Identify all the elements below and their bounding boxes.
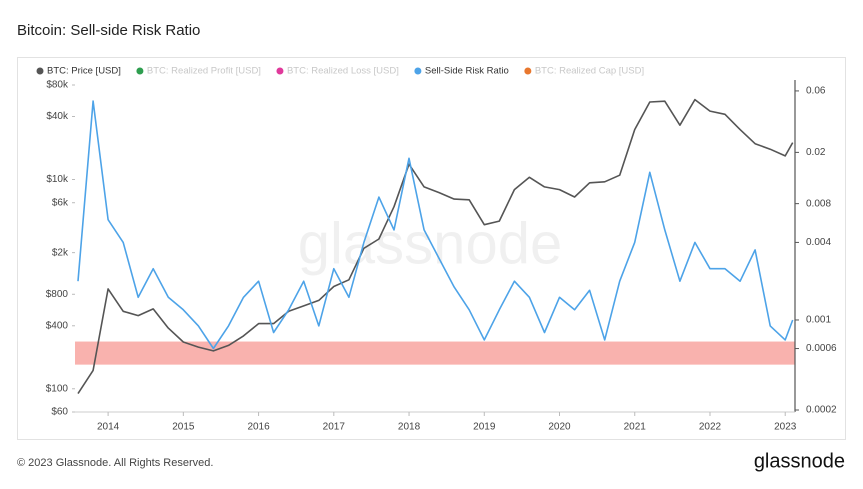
- y2-tick-label: 0.02: [806, 147, 826, 158]
- brand: glassnode: [754, 450, 845, 472]
- x-tick-label: 2015: [172, 422, 195, 433]
- y2-tick-label: 0.001: [806, 315, 831, 326]
- legend-dot: [524, 67, 532, 75]
- y-tick-label: $2k: [52, 247, 69, 258]
- chart-frame: [17, 57, 846, 440]
- legend-dot: [36, 67, 44, 75]
- legend-dot: [414, 67, 422, 75]
- x-tick-label: 2017: [323, 422, 346, 433]
- y2-tick-label: 0.0002: [806, 405, 837, 416]
- y-tick-label: $80k: [46, 80, 69, 91]
- y-tick-label: $6k: [52, 197, 69, 208]
- legend-label[interactable]: BTC: Realized Cap [USD]: [535, 66, 644, 77]
- x-tick-label: 2022: [699, 422, 722, 433]
- x-tick-label: 2014: [97, 422, 120, 433]
- risk-band: [75, 341, 795, 365]
- legend-label[interactable]: Sell-Side Risk Ratio: [425, 66, 509, 77]
- y2-tick-label: 0.0006: [806, 343, 837, 354]
- y2-tick-label: 0.06: [806, 86, 826, 97]
- x-tick-label: 2019: [473, 422, 496, 433]
- x-tick-label: 2021: [624, 422, 647, 433]
- series-line: [77, 100, 794, 350]
- legend-label[interactable]: BTC: Price [USD]: [47, 66, 121, 77]
- y-tick-label: $800: [46, 289, 69, 300]
- x-tick-label: 2020: [548, 422, 571, 433]
- chart-title: Bitcoin: Sell-side Risk Ratio: [17, 22, 200, 39]
- footer: © 2023 Glassnode. All Rights Reserved.: [17, 457, 213, 469]
- x-tick-label: 2018: [398, 422, 421, 433]
- y-tick-label: $60: [51, 407, 68, 418]
- legend-label[interactable]: BTC: Realized Loss [USD]: [287, 66, 399, 77]
- y-tick-label: $40k: [46, 111, 69, 122]
- series-line: [77, 98, 794, 395]
- y2-tick-label: 0.008: [806, 198, 831, 209]
- legend-dot: [136, 67, 144, 75]
- legend-dot: [276, 67, 284, 75]
- legend-label[interactable]: BTC: Realized Profit [USD]: [147, 66, 261, 77]
- y2-tick-label: 0.004: [806, 237, 831, 248]
- watermark: glassnode: [298, 211, 562, 276]
- x-tick-label: 2023: [774, 422, 797, 433]
- y-tick-label: $100: [46, 383, 69, 394]
- x-tick-label: 2016: [247, 422, 270, 433]
- y-tick-label: $400: [46, 320, 69, 331]
- y-tick-label: $10k: [46, 174, 69, 185]
